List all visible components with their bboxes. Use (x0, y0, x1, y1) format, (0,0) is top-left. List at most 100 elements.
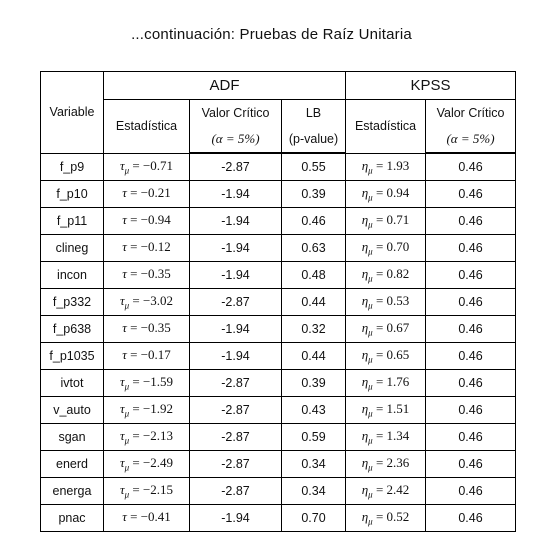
kpss-symbol: η (361, 347, 369, 363)
kpss-subscript: μ (368, 516, 373, 527)
cell-lb: 0.32 (280, 315, 347, 343)
kpss-symbol: η (361, 428, 369, 444)
cell-kpss-valor-critico: 0.46 (425, 180, 517, 208)
cell-lb: 0.63 (280, 234, 347, 262)
header-adf-estadistica: Estadística (103, 99, 190, 153)
kpss-subscript: μ (368, 165, 373, 176)
adf-statistic-value: −0.12 (140, 239, 171, 255)
table-row: f_p9 τμ = −0.71 -2.87 0.55 ημ = 1.93 0.46 (40, 152, 517, 181)
header-group-adf: ADF (102, 71, 347, 100)
table-row: f_p11 τ = −0.94 -1.94 0.46 ημ = 0.71 0.46 (40, 207, 517, 235)
cell-kpss-estadistica: ημ = 0.71 (345, 207, 427, 235)
cell-kpss-valor-critico: 0.46 (425, 396, 517, 424)
kpss-statistic-value: 1.51 (386, 401, 410, 417)
cell-variable: pnac (40, 504, 104, 532)
cell-adf-valor-critico: -2.87 (189, 369, 282, 397)
cell-adf-valor-critico: -1.94 (189, 315, 282, 343)
cell-adf-estadistica: τμ = −2.49 (103, 450, 190, 478)
table-row: f_p1035 τ = −0.17 -1.94 0.44 ημ = 0.65 0.46 (40, 342, 517, 370)
table-row: f_p332 τμ = −3.02 -2.87 0.44 ημ = 0.53 0.46 (40, 288, 517, 316)
header-kpss-alpha: (α = 5%) (425, 126, 517, 154)
adf-subscript: μ (124, 435, 130, 446)
page-title: ...continuación: Pruebas de Raíz Unitari… (131, 26, 412, 43)
cell-adf-valor-critico: -1.94 (189, 261, 282, 289)
kpss-subscript: μ (368, 219, 373, 230)
cell-adf-estadistica: τμ = −3.02 (103, 288, 190, 316)
cell-variable: enerd (40, 450, 104, 478)
kpss-statistic-value: 0.53 (386, 293, 410, 309)
adf-statistic-value: −0.21 (140, 185, 171, 201)
cell-lb: 0.34 (280, 450, 347, 478)
adf-symbol: τ (122, 320, 127, 336)
unit-root-table: Variable ADF KPSS Estadística Valor Crít… (40, 71, 517, 532)
cell-lb: 0.34 (280, 477, 347, 505)
adf-subscript: μ (124, 381, 130, 392)
kpss-subscript: μ (368, 246, 373, 257)
kpss-subscript: μ (368, 435, 373, 446)
cell-adf-valor-critico: -1.94 (189, 207, 282, 235)
adf-subscript: μ (124, 165, 130, 176)
cell-adf-estadistica: τμ = −0.71 (103, 152, 190, 181)
cell-kpss-estadistica: ημ = 1.51 (345, 396, 427, 424)
table-row: f_p10 τ = −0.21 -1.94 0.39 ημ = 0.94 0.46 (40, 180, 517, 208)
kpss-symbol: η (361, 401, 369, 417)
kpss-statistic-value: 1.34 (386, 428, 410, 444)
table-row: f_p638 τ = −0.35 -1.94 0.32 ημ = 0.67 0.46 (40, 315, 517, 343)
cell-variable: f_p11 (40, 207, 104, 235)
cell-adf-estadistica: τμ = −1.92 (103, 396, 190, 424)
table-row: incon τ = −0.35 -1.94 0.48 ημ = 0.82 0.46 (40, 261, 517, 289)
cell-adf-estadistica: τ = −0.94 (103, 207, 190, 235)
adf-symbol: τ (122, 347, 127, 363)
cell-kpss-estadistica: ημ = 2.36 (345, 450, 427, 478)
adf-symbol: τ (122, 509, 127, 525)
cell-adf-valor-critico: -2.87 (189, 152, 282, 181)
adf-symbol: τ (119, 428, 125, 444)
header-group-kpss: KPSS (345, 71, 517, 100)
cell-kpss-estadistica: ημ = 0.65 (345, 342, 427, 370)
cell-variable: f_p332 (40, 288, 104, 316)
cell-kpss-estadistica: ημ = 1.34 (345, 423, 427, 451)
cell-variable: energa (40, 477, 104, 505)
cell-adf-estadistica: τ = −0.35 (103, 315, 190, 343)
kpss-subscript: μ (368, 327, 373, 338)
cell-lb: 0.55 (280, 152, 347, 181)
kpss-symbol: η (361, 509, 369, 525)
cell-variable: sgan (40, 423, 104, 451)
kpss-statistic-value: 2.36 (386, 455, 410, 471)
cell-kpss-valor-critico: 0.46 (425, 288, 517, 316)
cell-adf-estadistica: τμ = −2.13 (103, 423, 190, 451)
cell-kpss-valor-critico: 0.46 (425, 369, 517, 397)
cell-adf-valor-critico: -2.87 (189, 288, 282, 316)
adf-statistic-value: −0.35 (140, 320, 171, 336)
cell-variable: f_p9 (40, 152, 104, 181)
adf-statistic-value: −0.71 (142, 157, 174, 173)
cell-adf-estadistica: τμ = −2.15 (103, 477, 190, 505)
kpss-statistic-value: 1.93 (386, 157, 410, 173)
cell-adf-valor-critico: -1.94 (189, 342, 282, 370)
cell-lb: 0.43 (280, 396, 347, 424)
cell-adf-valor-critico: -1.94 (189, 504, 282, 532)
kpss-subscript: μ (368, 300, 373, 311)
kpss-subscript: μ (368, 408, 373, 419)
cell-kpss-estadistica: ημ = 1.93 (345, 152, 427, 181)
header-kpss-valor-critico: Valor Crítico (425, 99, 517, 126)
cell-kpss-estadistica: ημ = 0.70 (345, 234, 427, 262)
adf-statistic-value: −2.15 (142, 482, 174, 498)
table-row: v_auto τμ = −1.92 -2.87 0.43 ημ = 1.51 0.46 (40, 396, 517, 424)
adf-symbol: τ (119, 374, 125, 390)
cell-lb: 0.44 (280, 288, 347, 316)
kpss-statistic-value: 0.70 (386, 239, 410, 255)
kpss-subscript: μ (368, 192, 373, 203)
cell-kpss-estadistica: ημ = 0.53 (345, 288, 427, 316)
adf-subscript: μ (124, 462, 130, 473)
kpss-statistic-value: 0.82 (386, 266, 410, 282)
cell-kpss-valor-critico: 0.46 (425, 342, 517, 370)
table-row: energa τμ = −2.15 -2.87 0.34 ημ = 2.42 0.46 (40, 477, 517, 505)
kpss-statistic-value: 2.42 (386, 482, 410, 498)
cell-kpss-valor-critico: 0.46 (425, 450, 517, 478)
cell-lb: 0.39 (280, 369, 347, 397)
kpss-subscript: μ (368, 273, 373, 284)
cell-kpss-estadistica: ημ = 0.67 (345, 315, 427, 343)
cell-kpss-estadistica: ημ = 0.94 (345, 180, 427, 208)
cell-kpss-valor-critico: 0.46 (425, 261, 517, 289)
